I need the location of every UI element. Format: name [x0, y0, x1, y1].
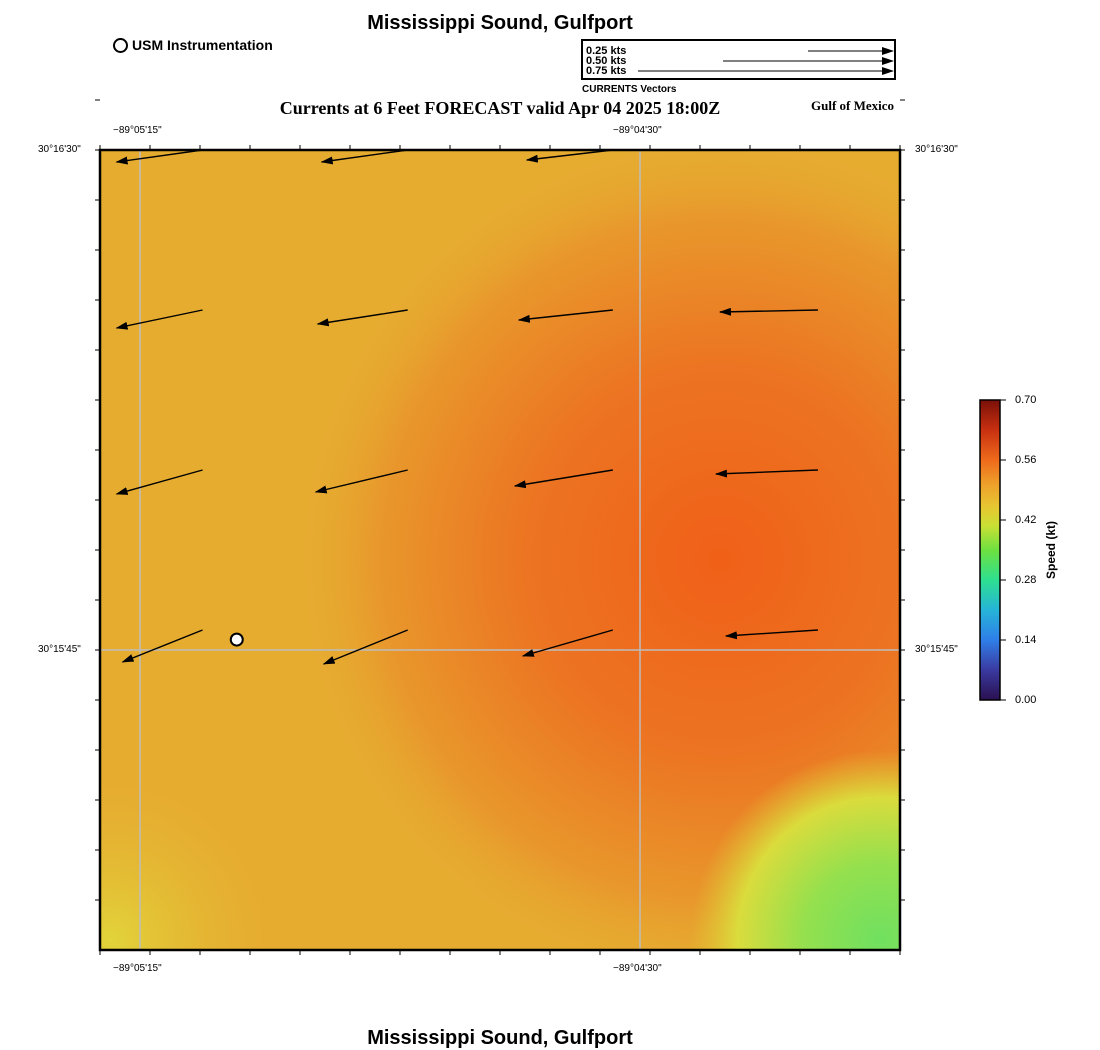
- speed-field: [100, 150, 900, 950]
- current-vector: [121, 629, 203, 663]
- lat-label-left: 30°16'30": [38, 144, 81, 155]
- current-vector: [322, 629, 408, 665]
- current-vector: [513, 469, 613, 489]
- current-vector: [521, 629, 614, 657]
- region-label: Gulf of Mexico: [811, 98, 895, 113]
- vector-scale-label: 0.75 kts: [586, 65, 627, 77]
- forecast-title: Currents at 6 Feet FORECAST valid Apr 04…: [279, 98, 721, 118]
- colorbar-tick: 0.00: [1015, 694, 1037, 706]
- colorbar-scale: [979, 399, 1001, 701]
- lon-label-top: −89°05'15": [113, 125, 162, 136]
- graticule: [100, 150, 900, 950]
- vector-scale-label: 0.50 kts: [586, 55, 627, 67]
- station-marker-icon: [113, 37, 128, 53]
- vector-scale-label: 0.25 kts: [586, 45, 627, 57]
- current-vector: [714, 469, 818, 478]
- current-vector: [115, 469, 203, 495]
- colorbar-tick: 0.56: [1015, 454, 1037, 466]
- colorbar-tick: 0.42: [1015, 514, 1037, 526]
- colorbar: [979, 399, 1006, 701]
- current-vector: [724, 629, 818, 640]
- footer-title: Mississippi Sound, Gulfport: [367, 1027, 633, 1049]
- colorbar-tick: 0.14: [1015, 634, 1037, 646]
- current-vector: [115, 309, 203, 330]
- lat-label-right: 30°16'30": [915, 144, 958, 155]
- lon-label-bottom: −89°05'15": [113, 963, 162, 974]
- vector-caption: CURRENTS Vectors: [582, 84, 677, 95]
- vector-scale-legend: 0.25 kts 0.50 kts 0.75 kts: [581, 39, 896, 80]
- colorbar-title: Speed (kt): [1044, 521, 1058, 580]
- frame-ticks: [95, 99, 905, 955]
- lat-label-right: 30°15'45": [915, 644, 958, 655]
- current-vector: [316, 309, 408, 327]
- current-vector: [718, 307, 818, 316]
- lon-label-bottom: −89°04'30": [613, 963, 662, 974]
- lon-label-top: −89°04'30": [613, 125, 662, 136]
- lat-label-left: 30°15'45": [38, 644, 81, 655]
- current-vector: [314, 469, 408, 494]
- current-vectors: [115, 149, 818, 665]
- station-legend: USM Instrumentation: [113, 37, 273, 53]
- colorbar-tick: 0.28: [1015, 574, 1037, 586]
- current-vector: [525, 149, 613, 163]
- current-vector: [115, 149, 203, 165]
- vector-scale-arrows: [638, 47, 894, 75]
- map-title: Mississippi Sound, Gulfport: [367, 12, 633, 34]
- station-legend-label: USM Instrumentation: [132, 37, 273, 53]
- current-vector: [517, 309, 613, 323]
- current-vector: [320, 149, 408, 165]
- colorbar-tick: 0.70: [1015, 394, 1037, 406]
- station-marker: [229, 632, 244, 647]
